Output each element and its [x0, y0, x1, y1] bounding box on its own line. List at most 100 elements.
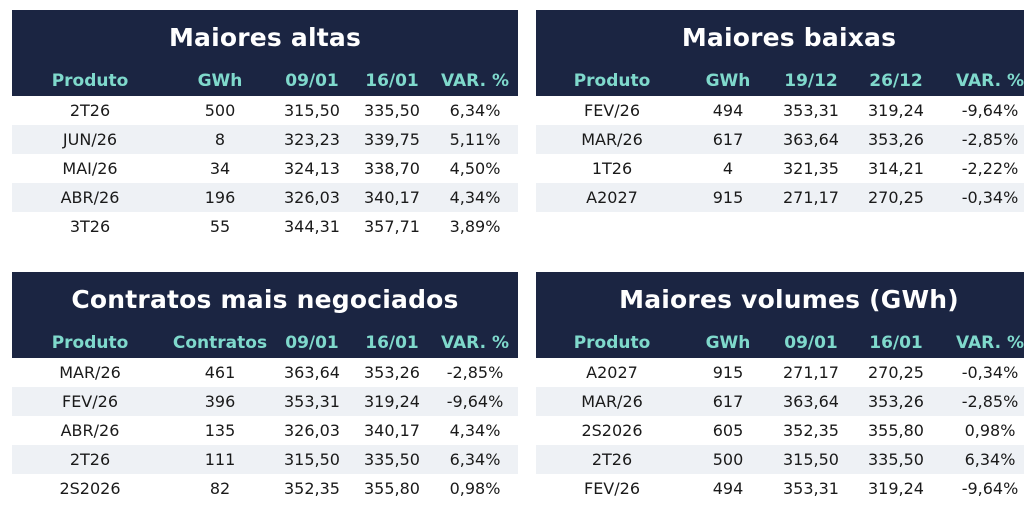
cell-produto: MAR/26: [59, 363, 121, 382]
cell-price-1: 352,35: [783, 421, 839, 440]
panel-title: Contratos mais negociados: [12, 272, 518, 328]
cell-gwh: 494: [712, 479, 744, 498]
cell-price-1: 344,31: [284, 217, 340, 236]
cell-price-2: 335,50: [854, 445, 938, 474]
cell-gwh: 605: [712, 421, 744, 440]
cell-contratos: 461: [204, 363, 236, 382]
table-row: FEV/26 494 353,31 319,24 -9,64%: [536, 474, 1024, 503]
panel-contratos-mais-negociados: Contratos mais negociados Produto Contra…: [12, 272, 518, 503]
cell-price-2: 357,71: [364, 217, 420, 236]
table-header-row: Produto GWh 09/01 16/01 VAR. %: [536, 328, 1024, 358]
cell-gwh: 494: [712, 101, 744, 120]
cell-var: -2,22%: [961, 159, 1019, 178]
table-row: MAR/26 617 363,64 353,26 -2,85%: [536, 387, 1024, 416]
table-row: FEV/26 494 353,31 319,24 -9,64%: [536, 96, 1024, 125]
col-header-var: VAR. %: [956, 333, 1024, 353]
cell-price-1: 271,17: [783, 363, 839, 382]
cell-var: -2,85%: [446, 363, 504, 382]
table-row: MAR/26 617 363,64 353,26 -2,85%: [536, 125, 1024, 154]
cell-price-1: 363,64: [768, 125, 854, 154]
cell-var: -0,34%: [938, 183, 1024, 212]
cell-produto: MAR/26: [536, 387, 688, 416]
cell-gwh: 196: [168, 183, 272, 212]
data-table: Produto GWh 19/12 26/12 VAR. % FEV/26 49…: [536, 66, 1024, 212]
cell-var: -9,64%: [961, 101, 1019, 120]
table-row: 2S2026 82 352,35 355,80 0,98%: [12, 474, 518, 503]
cell-price-1: 315,50: [284, 101, 340, 120]
cell-price-2: 319,24: [868, 101, 924, 120]
col-header-produto: Produto: [51, 71, 129, 91]
table-header-row: Produto GWh 09/01 16/01 VAR. %: [12, 66, 518, 96]
data-table: Produto Contratos 09/01 16/01 VAR. % MAR…: [12, 328, 518, 503]
cell-price-2: 355,80: [868, 421, 924, 440]
cell-price-2: 319,24: [352, 387, 432, 416]
cell-produto: ABR/26: [60, 421, 120, 440]
cell-produto: 2T26: [69, 101, 111, 120]
table-row: ABR/26 196 326,03 340,17 4,34%: [12, 183, 518, 212]
cell-produto: MAI/26: [62, 159, 118, 178]
cell-gwh: 55: [209, 217, 231, 236]
cell-price-1: 353,31: [783, 101, 839, 120]
cell-var: 0,98%: [964, 421, 1016, 440]
col-header-date-1: 09/01: [285, 333, 339, 353]
table-row: MAI/26 34 324,13 338,70 4,50%: [12, 154, 518, 183]
cell-contratos: 396: [168, 387, 272, 416]
cell-price-2: 335,50: [364, 101, 420, 120]
cell-var: 6,34%: [449, 101, 501, 120]
cell-price-2: 270,25: [868, 363, 924, 382]
cell-price-1: 363,64: [768, 387, 854, 416]
col-header-produto: Produto: [573, 333, 651, 353]
cell-price-1: 353,31: [272, 387, 352, 416]
table-row: A2027 915 271,17 270,25 -0,34%: [536, 358, 1024, 387]
cell-price-2: 353,26: [854, 125, 938, 154]
cell-gwh: 34: [209, 159, 231, 178]
col-header-contratos: Contratos: [172, 333, 268, 353]
cell-price-2: 335,50: [352, 445, 432, 474]
cell-var: 4,34%: [432, 183, 518, 212]
cell-price-1: 326,03: [284, 421, 340, 440]
cell-contratos: 135: [204, 421, 236, 440]
cell-price-2: 353,26: [364, 363, 420, 382]
cell-produto: 2S2026: [581, 421, 643, 440]
cell-price-1: 363,64: [284, 363, 340, 382]
cell-gwh: 617: [688, 387, 768, 416]
col-header-gwh: GWh: [197, 71, 243, 91]
cell-gwh: 500: [688, 445, 768, 474]
panel-title: Maiores volumes (GWh): [536, 272, 1024, 328]
col-header-date-1: 09/01: [784, 333, 838, 353]
cell-price-1: 324,13: [284, 159, 340, 178]
table-row: 1T26 4 321,35 314,21 -2,22%: [536, 154, 1024, 183]
cell-contratos: 82: [209, 479, 231, 498]
table-row: 2T26 500 315,50 335,50 6,34%: [536, 445, 1024, 474]
table-header-row: Produto GWh 19/12 26/12 VAR. %: [536, 66, 1024, 96]
cell-produto: A2027: [536, 183, 688, 212]
table-row: FEV/26 396 353,31 319,24 -9,64%: [12, 387, 518, 416]
col-header-date-2: 16/01: [365, 333, 419, 353]
cell-var: 0,98%: [449, 479, 501, 498]
col-header-date-2: 16/01: [869, 333, 923, 353]
cell-produto: ABR/26: [12, 183, 168, 212]
cell-var: 4,34%: [449, 421, 501, 440]
cell-price-2: 355,80: [364, 479, 420, 498]
col-header-date-1: 09/01: [285, 71, 339, 91]
cell-price-1: 323,23: [272, 125, 352, 154]
cell-var: -0,34%: [961, 363, 1019, 382]
col-header-date-2: 26/12: [869, 71, 923, 91]
cell-price-2: 340,17: [364, 421, 420, 440]
panel-title: Maiores baixas: [536, 10, 1024, 66]
table-row: 3T26 55 344,31 357,71 3,89%: [12, 212, 518, 241]
data-table: Produto GWh 09/01 16/01 VAR. % A2027 915…: [536, 328, 1024, 503]
cell-var: 6,34%: [938, 445, 1024, 474]
data-table: Produto GWh 09/01 16/01 VAR. % 2T26 500 …: [12, 66, 518, 241]
panel-maiores-baixas: Maiores baixas Produto GWh 19/12 26/12 V…: [536, 10, 1024, 212]
cell-var: -9,64%: [432, 387, 518, 416]
cell-contratos: 111: [168, 445, 272, 474]
cell-var: -2,85%: [938, 125, 1024, 154]
col-header-date-2: 16/01: [365, 71, 419, 91]
col-header-gwh: GWh: [705, 71, 751, 91]
cell-price-1: 315,50: [272, 445, 352, 474]
table-row: 2S2026 605 352,35 355,80 0,98%: [536, 416, 1024, 445]
cell-var: 4,50%: [449, 159, 501, 178]
cell-produto: FEV/26: [12, 387, 168, 416]
cell-price-1: 315,50: [768, 445, 854, 474]
